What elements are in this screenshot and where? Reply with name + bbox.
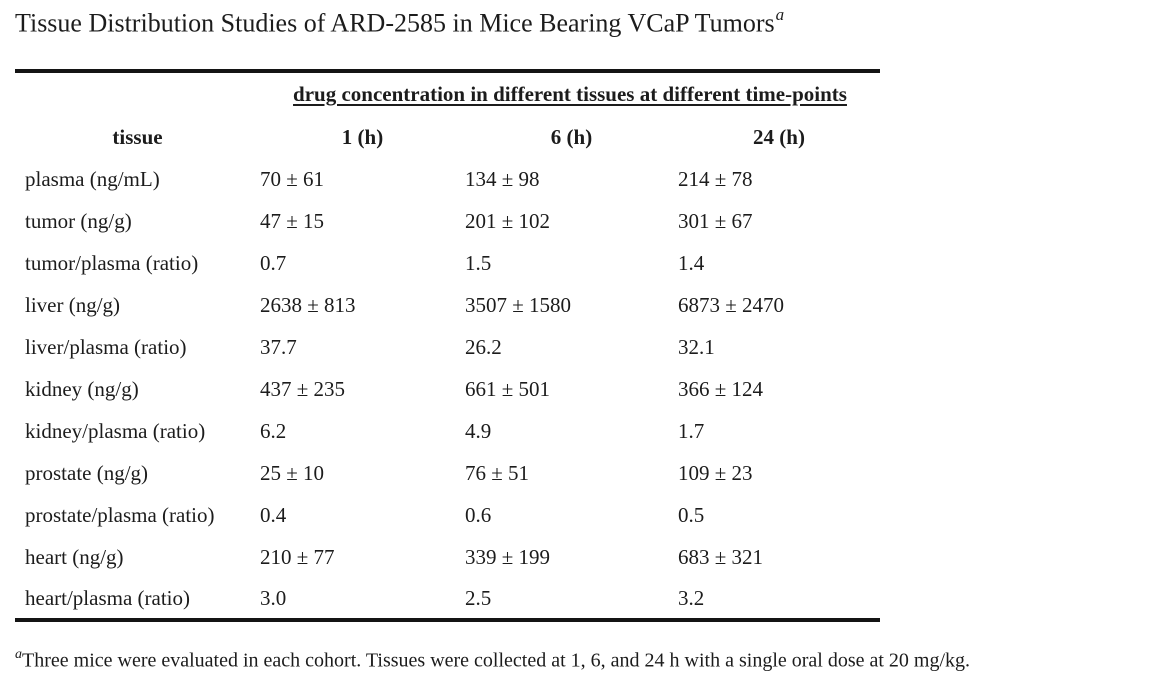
value-cell: 339 ± 199 bbox=[465, 544, 551, 569]
tissue-label: liver (ng/g) bbox=[25, 292, 121, 317]
span-header-cell: drug concentration in different tissues … bbox=[260, 71, 880, 116]
value-cell: 214 ± 78 bbox=[678, 166, 753, 191]
table-title: Tissue Distribution Studies of ARD-2585 … bbox=[15, 5, 785, 39]
span-header-row: drug concentration in different tissues … bbox=[15, 71, 880, 116]
value-cell: 3.0 bbox=[260, 585, 287, 610]
table-row: heart (ng/g) 210 ± 77 339 ± 199 683 ± 321 bbox=[15, 536, 880, 578]
value-cell: 210 ± 77 bbox=[260, 544, 335, 569]
tissue-label: kidney (ng/g) bbox=[25, 376, 139, 401]
span-header-label: drug concentration in different tissues … bbox=[293, 82, 847, 106]
value-cell: 6.2 bbox=[260, 418, 287, 443]
table-row: prostate/plasma (ratio) 0.4 0.6 0.5 bbox=[15, 494, 880, 536]
value-cell: 26.2 bbox=[465, 334, 502, 359]
footnote-marker: a bbox=[15, 647, 22, 662]
table-row: tumor (ng/g) 47 ± 15 201 ± 102 301 ± 67 bbox=[15, 200, 880, 242]
value-cell: 201 ± 102 bbox=[465, 208, 551, 233]
table-row: prostate (ng/g) 25 ± 10 76 ± 51 109 ± 23 bbox=[15, 452, 880, 494]
value-cell: 2638 ± 813 bbox=[260, 292, 356, 317]
tissue-label: plasma (ng/mL) bbox=[25, 166, 160, 191]
tissue-label: heart/plasma (ratio) bbox=[25, 585, 191, 610]
table-row: kidney (ng/g) 437 ± 235 661 ± 501 366 ± 124 bbox=[15, 368, 880, 410]
tissue-label: liver/plasma (ratio) bbox=[25, 334, 187, 359]
value-cell: 301 ± 67 bbox=[678, 208, 753, 233]
value-cell: 0.6 bbox=[465, 502, 492, 527]
value-cell: 0.5 bbox=[678, 502, 705, 527]
table-body: plasma (ng/mL) 70 ± 61 134 ± 98 214 ± 78 tum… bbox=[15, 158, 880, 620]
tissue-label: tumor/plasma (ratio) bbox=[25, 250, 199, 275]
table-row: heart/plasma (ratio) 3.0 2.5 3.2 bbox=[15, 578, 880, 620]
value-cell: 366 ± 124 bbox=[678, 376, 764, 401]
value-cell: 1.7 bbox=[678, 418, 705, 443]
value-cell: 76 ± 51 bbox=[465, 460, 530, 485]
tissue-label: kidney/plasma (ratio) bbox=[25, 418, 206, 443]
title-footnote-marker: a bbox=[775, 5, 785, 24]
value-cell: 25 ± 10 bbox=[260, 460, 325, 485]
table-row: tumor/plasma (ratio) 0.7 1.5 1.4 bbox=[15, 242, 880, 284]
value-cell: 109 ± 23 bbox=[678, 460, 753, 485]
col-header-tissue: tissue bbox=[112, 124, 163, 149]
value-cell: 3.2 bbox=[678, 585, 705, 610]
value-cell: 134 ± 98 bbox=[465, 166, 540, 191]
value-cell: 4.9 bbox=[465, 418, 492, 443]
tissue-distribution-table: drug concentration in different tissues … bbox=[15, 69, 881, 622]
tissue-label: heart (ng/g) bbox=[25, 544, 124, 569]
footnote-text: Three mice were evaluated in each cohort… bbox=[22, 649, 971, 672]
value-cell: 37.7 bbox=[260, 334, 297, 359]
value-cell: 437 ± 235 bbox=[260, 376, 346, 401]
value-cell: 661 ± 501 bbox=[465, 376, 551, 401]
table-footnote: aThree mice were evaluated in each cohor… bbox=[15, 645, 1155, 677]
tissue-label: prostate/plasma (ratio) bbox=[25, 502, 215, 527]
value-cell: 1.4 bbox=[678, 250, 705, 275]
table-row: kidney/plasma (ratio) 6.2 4.9 1.7 bbox=[15, 410, 880, 452]
value-cell: 683 ± 321 bbox=[678, 544, 764, 569]
value-cell: 0.7 bbox=[260, 250, 287, 275]
value-cell: 3507 ± 1580 bbox=[465, 292, 572, 317]
table-row: plasma (ng/mL) 70 ± 61 134 ± 98 214 ± 78 bbox=[15, 158, 880, 200]
value-cell: 6873 ± 2470 bbox=[678, 292, 785, 317]
value-cell: 47 ± 15 bbox=[260, 208, 325, 233]
table-row: liver/plasma (ratio) 37.7 26.2 32.1 bbox=[15, 326, 880, 368]
tissue-label: prostate (ng/g) bbox=[25, 460, 149, 485]
column-header-row: tissue 1 (h) 6 (h) 24 (h) bbox=[15, 116, 880, 158]
col-header-6h: 6 (h) bbox=[550, 124, 593, 149]
table-row: liver (ng/g) 2638 ± 813 3507 ± 1580 6873 ± … bbox=[15, 284, 880, 326]
value-cell: 0.4 bbox=[260, 502, 287, 527]
col-header-24h: 24 (h) bbox=[753, 124, 805, 149]
value-cell: 1.5 bbox=[465, 250, 492, 275]
tissue-label: tumor (ng/g) bbox=[25, 208, 132, 233]
span-header-spacer bbox=[15, 71, 260, 116]
table-title-text: Tissue Distribution Studies of ARD-2585 … bbox=[15, 8, 775, 38]
col-header-1h: 1 (h) bbox=[341, 124, 384, 149]
value-cell: 2.5 bbox=[465, 585, 492, 610]
value-cell: 70 ± 61 bbox=[260, 166, 325, 191]
value-cell: 32.1 bbox=[678, 334, 715, 359]
